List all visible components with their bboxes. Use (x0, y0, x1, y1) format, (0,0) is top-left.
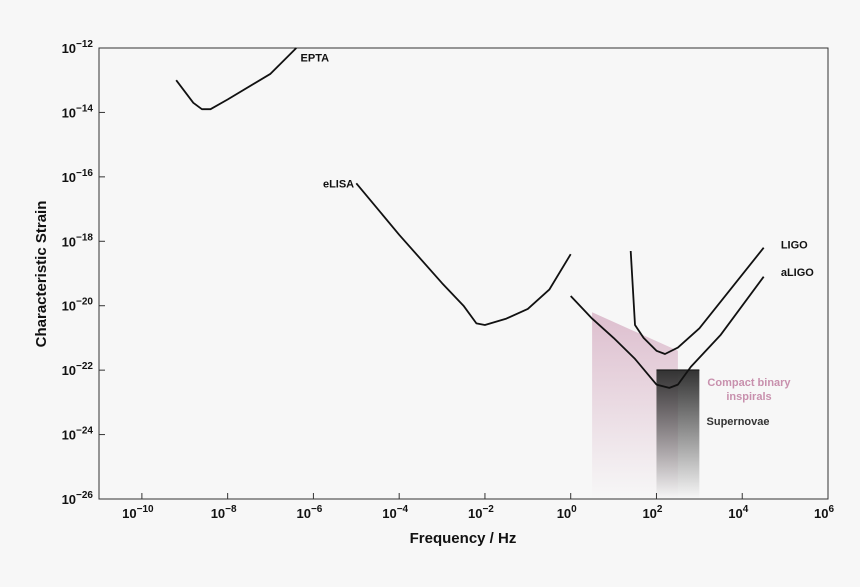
y-tick-label: 10−16 (62, 168, 94, 185)
x-tick-label: 100 (557, 504, 577, 521)
y-tick-label: 10−18 (62, 232, 94, 249)
plot-area (98, 47, 829, 500)
region-label-compact-binary: inspirals (726, 391, 771, 403)
y-axis-ticks: 10−12 10−14 10−16 10−18 10−20 10−22 10−24 10−26 (62, 39, 105, 507)
series-aligo (570, 276, 765, 389)
annotation-aligo: aLIGO (781, 267, 814, 279)
region-supernovae (656, 370, 700, 499)
x-tick-label: 102 (642, 504, 662, 521)
annotation-elisa: eLISA (323, 178, 354, 190)
y-tick-label: 10−14 (62, 103, 94, 120)
series-elisa (355, 182, 572, 326)
regions-layer: Compact binary inspirals Supernovae (592, 312, 791, 499)
x-tick-label: 106 (814, 504, 834, 521)
series-ligo (629, 247, 765, 355)
region-label-compact-binary: Compact binary (707, 377, 791, 389)
series-epta (175, 47, 297, 111)
x-tick-label: 10−2 (468, 504, 494, 521)
series-layer (175, 47, 765, 389)
x-tick-label: 104 (728, 504, 748, 521)
annotations-layer: EPTA eLISA LIGO aLIGO (301, 53, 815, 279)
x-tick-label: 10−4 (382, 504, 408, 521)
y-tick-label: 10−26 (62, 490, 94, 507)
x-tick-label: 10−10 (122, 504, 154, 521)
y-tick-label: 10−22 (62, 361, 94, 378)
y-axis-label: Characteristic Strain (33, 201, 50, 348)
x-tick-label: 10−6 (296, 504, 322, 521)
region-label-supernovae: Supernovae (707, 416, 770, 428)
y-tick-label: 10−24 (62, 426, 94, 443)
x-axis-label: Frequency / Hz (410, 530, 517, 547)
y-tick-label: 10−20 (62, 297, 94, 314)
region-compact-binary-inspirals (592, 312, 678, 499)
annotation-epta: EPTA (301, 53, 330, 65)
x-tick-label: 10−8 (211, 504, 237, 521)
y-tick-label: 10−12 (62, 39, 94, 56)
annotation-ligo: LIGO (781, 240, 808, 252)
